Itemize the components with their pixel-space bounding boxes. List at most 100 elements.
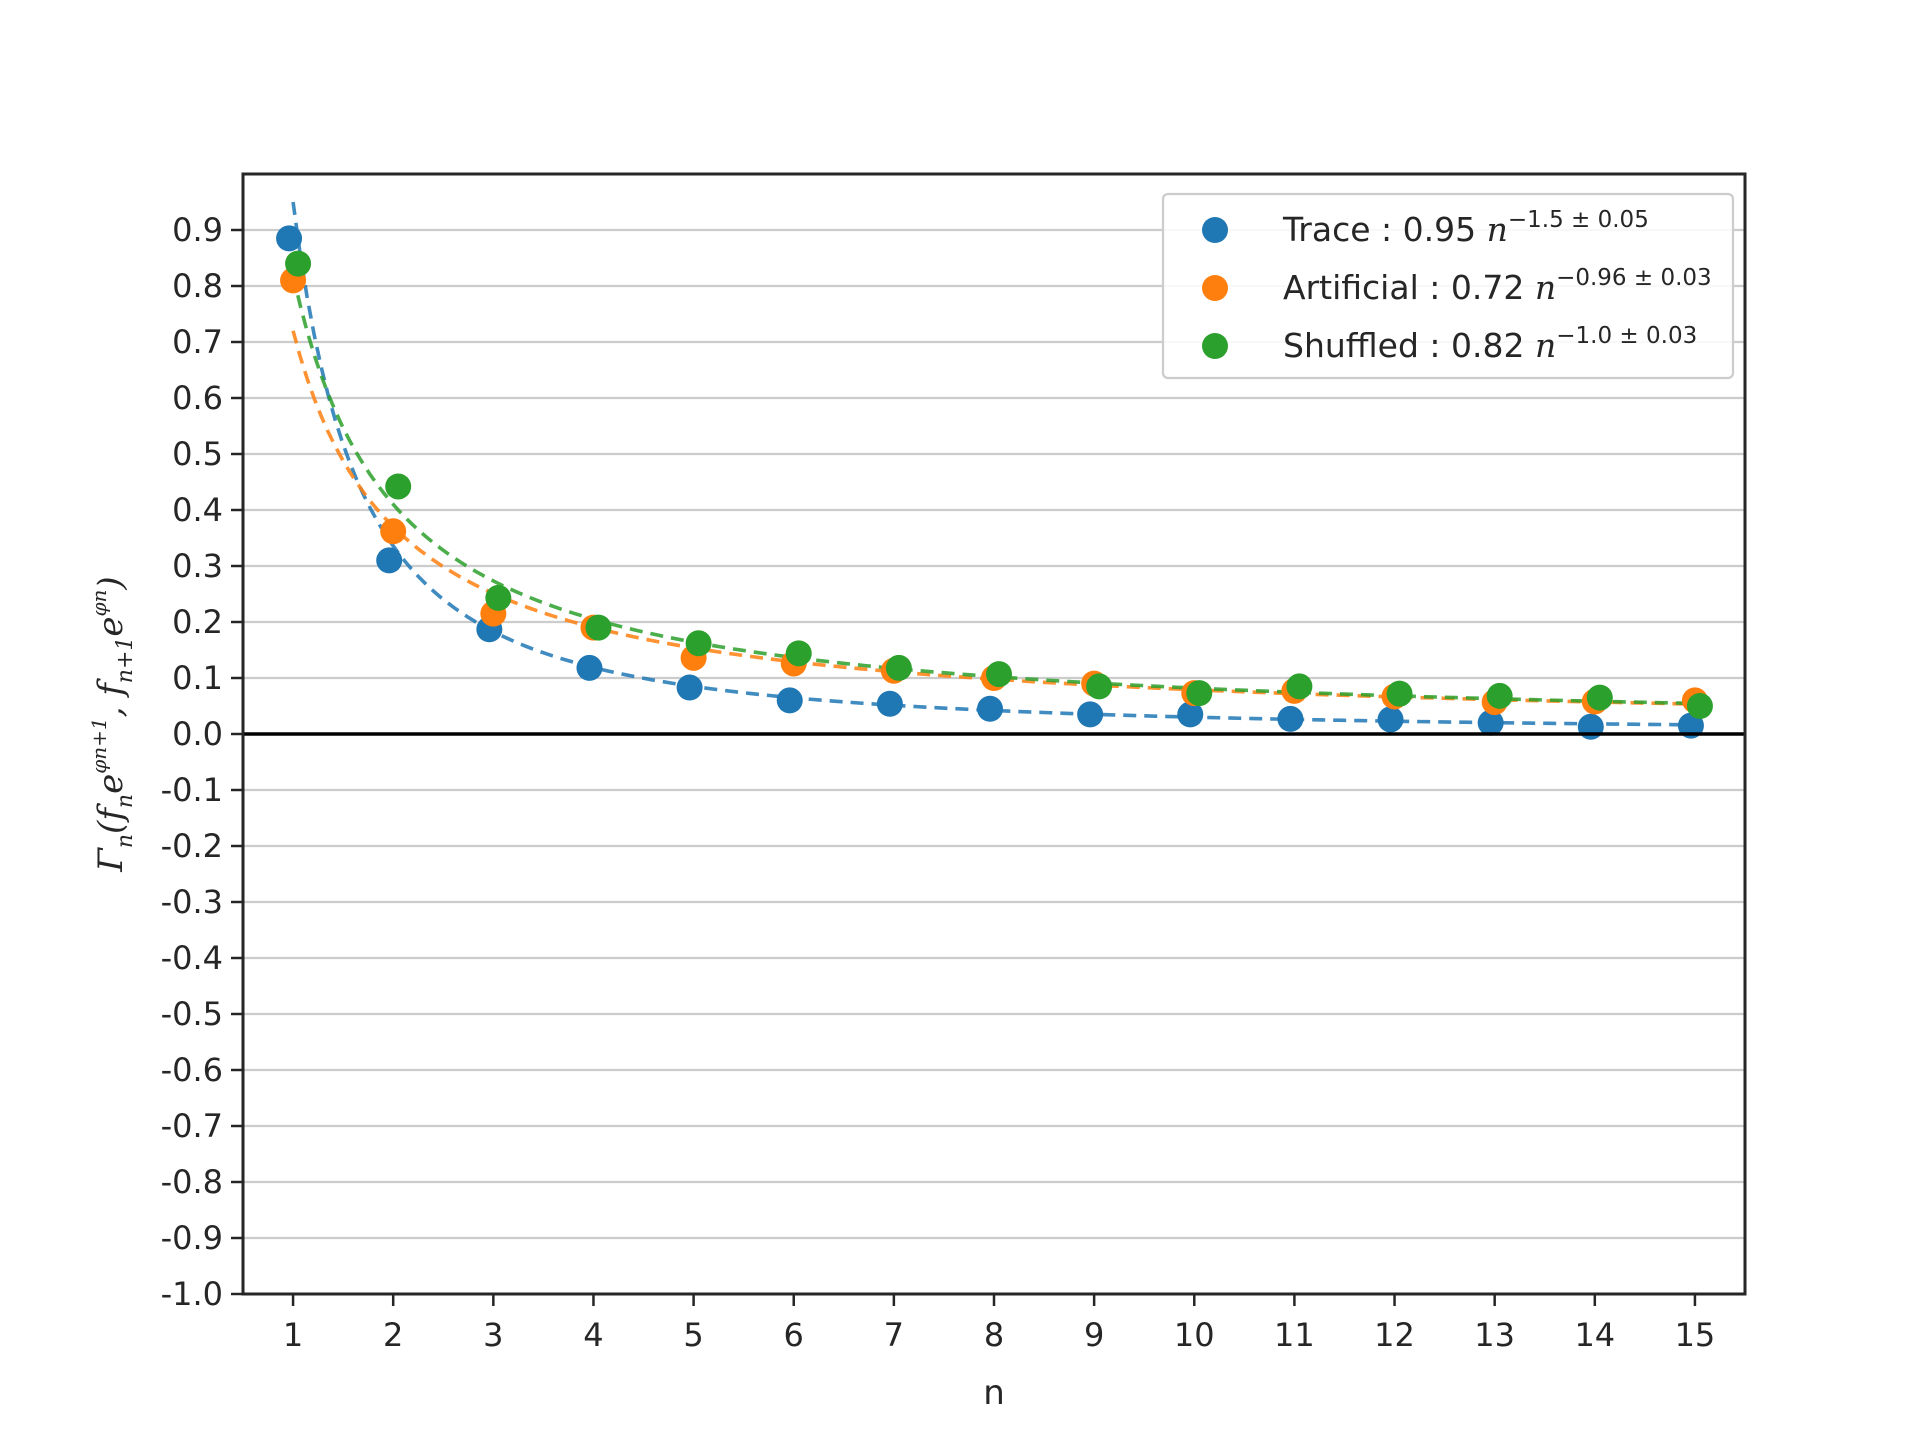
x-tick-label: 11 <box>1274 1316 1315 1354</box>
x-tick-label: 12 <box>1374 1316 1415 1354</box>
data-point-trace <box>1677 712 1704 739</box>
y-tick-label: 0.2 <box>172 603 223 641</box>
data-point-shuffled <box>485 584 512 611</box>
data-point-trace <box>576 654 603 681</box>
y-tick-label: -1.0 <box>161 1275 223 1313</box>
data-point-trace <box>977 695 1003 722</box>
x-tick-label: 7 <box>884 1316 904 1354</box>
x-tick-label: 9 <box>1084 1316 1104 1354</box>
y-axis-label-part: e <box>91 616 131 636</box>
legend-entry-trace: Trace : 0.95 n−1.5 ± 0.05 <box>1282 207 1649 249</box>
legend-variable: n <box>1535 326 1556 365</box>
data-point-trace <box>676 674 703 701</box>
legend-marker-trace <box>1202 217 1228 243</box>
y-tick-label: 0.7 <box>172 323 223 361</box>
x-tick-label: 15 <box>1675 1316 1716 1354</box>
y-axis-label-part: φn <box>87 590 111 617</box>
legend-exponent: −0.96 ± 0.03 <box>1556 265 1712 291</box>
legend-variable: n <box>1535 268 1556 307</box>
data-point-trace <box>376 547 403 574</box>
y-tick-label: 0.4 <box>172 491 223 529</box>
legend-box <box>1161 192 1735 380</box>
data-point-shuffled <box>385 473 412 500</box>
data-point-trace <box>1377 706 1404 733</box>
y-tick-label: -0.6 <box>161 1051 223 1089</box>
data-point-shuffled <box>1386 680 1413 707</box>
data-point-trace <box>1277 705 1304 732</box>
x-tick-label: 4 <box>583 1316 603 1354</box>
data-point-trace <box>1077 701 1104 728</box>
y-tick-label: -0.8 <box>161 1163 223 1201</box>
legend-entry-shuffled: Shuffled : 0.82 n−1.0 ± 0.03 <box>1283 323 1697 365</box>
y-axis-label-part: φn+1 <box>87 717 111 773</box>
y-tick-label: -0.9 <box>161 1219 223 1257</box>
y-axis-label-part: n+1 <box>113 637 138 684</box>
y-tick-label: -0.7 <box>161 1107 223 1145</box>
y-tick-label: -0.2 <box>161 827 223 865</box>
legend-marker-shuffled <box>1202 333 1228 359</box>
y-axis-label-part: n <box>113 834 138 848</box>
data-point-shuffled <box>885 654 912 681</box>
legend-label: Trace : 0.95 <box>1282 210 1487 249</box>
y-tick-label: -0.3 <box>161 883 223 921</box>
x-tick-label: 6 <box>784 1316 804 1354</box>
data-point-shuffled <box>986 661 1012 688</box>
x-tick-label: 3 <box>483 1316 503 1354</box>
y-tick-label: -0.4 <box>161 939 223 977</box>
x-tick-label: 1 <box>283 1316 303 1354</box>
y-axis-label-part: ) <box>91 576 131 590</box>
data-point-trace <box>276 225 303 252</box>
legend-variable: n <box>1487 210 1508 249</box>
legend-exponent: −1.0 ± 0.03 <box>1556 323 1697 349</box>
data-point-trace <box>776 687 803 714</box>
data-point-shuffled <box>1286 673 1313 700</box>
y-axis-label-part: ( <box>91 820 131 834</box>
y-axis-label-part: n <box>113 794 138 808</box>
y-tick-label: 0.5 <box>172 435 223 473</box>
data-point-shuffled <box>585 614 612 641</box>
legend-label: Shuffled : 0.82 <box>1283 326 1535 365</box>
legend-marker-artificial <box>1202 275 1228 301</box>
x-tick-label: 2 <box>383 1316 403 1354</box>
x-axis-label: n <box>983 1373 1005 1413</box>
x-tick-label: 10 <box>1174 1316 1215 1354</box>
y-tick-label: 0.3 <box>172 547 223 585</box>
data-point-trace <box>1577 713 1604 740</box>
data-point-shuffled <box>685 630 712 657</box>
data-point-shuffled <box>1686 693 1713 719</box>
grid-lines <box>243 228 1745 1296</box>
legend-entry-artificial: Artificial : 0.72 n−0.96 ± 0.03 <box>1283 265 1712 307</box>
fit-curve-artificial <box>291 330 1695 706</box>
data-point-trace <box>876 690 903 717</box>
y-tick-label: -0.5 <box>161 995 223 1033</box>
y-tick-label: -0.1 <box>161 771 223 809</box>
y-axis-label: Γn​(fn​eφn+1​, fn+1​eφn​) <box>87 576 138 872</box>
data-point-artificial <box>380 518 407 545</box>
x-tick-label: 8 <box>984 1316 1004 1354</box>
data-point-shuffled <box>1186 680 1213 707</box>
y-tick-label: 0.8 <box>172 267 223 305</box>
x-tick-label: 5 <box>683 1316 703 1354</box>
x-tick-label: 14 <box>1574 1316 1615 1354</box>
y-axis-label-part: e <box>91 774 131 794</box>
y-axis-label-part: Γ <box>91 847 131 873</box>
data-point-shuffled <box>785 640 812 667</box>
y-tick-label: 0.9 <box>172 211 223 249</box>
fit-curve-trace <box>291 201 1695 727</box>
y-tick-label: 0.1 <box>172 659 223 697</box>
data-points <box>276 225 1713 740</box>
legend-label: Artificial : 0.72 <box>1283 268 1535 307</box>
y-tick-label: 0.6 <box>172 379 223 417</box>
legend-exponent: −1.5 ± 0.05 <box>1508 207 1649 233</box>
data-point-trace <box>1177 701 1204 728</box>
data-point-trace <box>1477 709 1504 736</box>
axes: -1.0 -0.9 -0.8 -0.7 -0.6 -0.5 -0.4 -0.3 -0.2 -0.1… <box>161 172 1747 1354</box>
data-point-shuffled <box>1086 673 1113 700</box>
data-point-shuffled <box>1486 682 1513 709</box>
y-axis-label-part: , <box>91 696 131 718</box>
y-tick-label: 0.0 <box>172 715 223 753</box>
data-point-shuffled <box>285 250 312 277</box>
x-tick-label: 13 <box>1474 1316 1515 1354</box>
